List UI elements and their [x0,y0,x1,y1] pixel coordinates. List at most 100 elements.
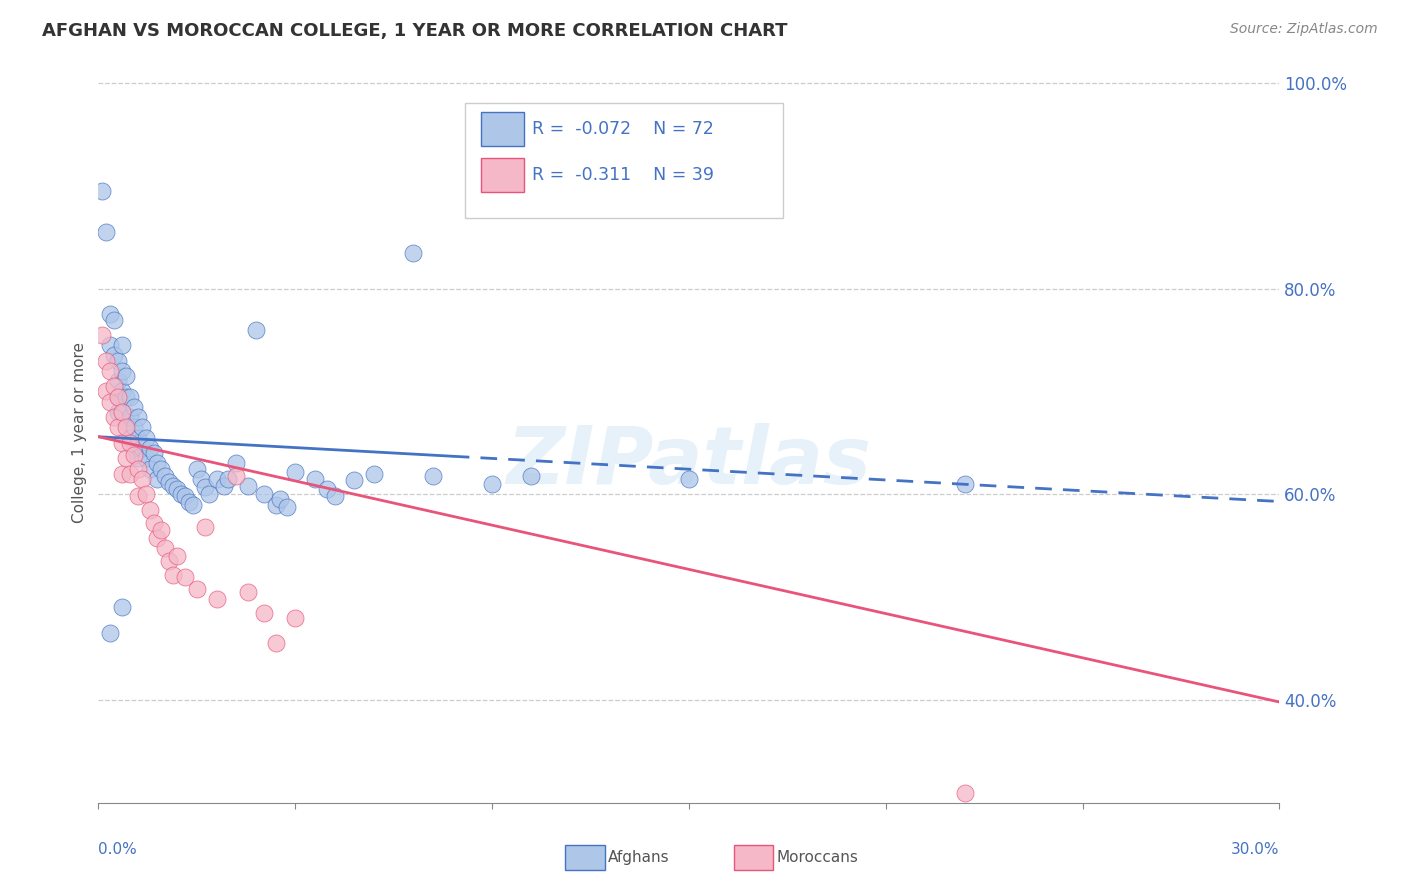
Point [170,487,193,501]
Point [422,468,444,483]
Point [166,482,188,496]
Point [150,524,173,538]
Point [146,457,169,471]
Point [122,400,145,414]
Point [98,364,121,378]
Point [520,468,543,483]
Point [122,441,145,455]
Point [118,436,141,450]
Text: R =  -0.311    N = 39: R = -0.311 N = 39 [531,166,714,184]
Point [111,364,134,378]
Point [107,420,129,434]
Point [146,472,169,486]
Text: AFGHAN VS MOROCCAN COLLEGE, 1 YEAR OR MORE CORRELATION CHART: AFGHAN VS MOROCCAN COLLEGE, 1 YEAR OR MO… [42,22,787,40]
Point [190,472,212,486]
Point [236,479,259,493]
Point [186,461,208,475]
Point [135,451,157,466]
Point [107,374,129,388]
Point [214,479,236,493]
Point [253,606,276,620]
Point [138,502,160,516]
Point [304,472,326,486]
Point [115,369,138,384]
Point [111,436,134,450]
Point [127,461,149,475]
Point [127,451,149,466]
Point [174,489,197,503]
Point [284,611,307,625]
Point [107,390,129,404]
Y-axis label: College, 1 year or more: College, 1 year or more [72,343,87,523]
Point [111,405,134,419]
Point [98,394,121,409]
Point [343,473,366,487]
Point [953,477,976,491]
Point [122,448,145,462]
Point [98,338,121,352]
Point [111,600,134,615]
Point [205,592,228,607]
Point [107,353,129,368]
Point [194,520,217,534]
Point [181,498,204,512]
Point [135,487,157,501]
Point [131,441,153,455]
Point [122,420,145,434]
Point [363,467,385,481]
Point [131,472,153,486]
Point [91,184,114,198]
Point [96,225,118,239]
Point [315,482,337,496]
Point [323,489,346,503]
Point [157,554,180,568]
Point [217,472,239,486]
Point [138,441,160,455]
Point [953,785,976,799]
Point [115,420,138,434]
Point [155,541,177,555]
Point [115,415,138,429]
Point [118,467,141,481]
Point [118,410,141,425]
Point [115,390,138,404]
Text: Afghans: Afghans [607,850,669,864]
Point [111,405,134,419]
Point [127,431,149,445]
Point [96,353,118,368]
Point [111,384,134,399]
Point [225,468,247,483]
FancyBboxPatch shape [464,103,783,218]
Point [91,327,114,342]
Point [135,431,157,445]
Point [264,498,287,512]
Point [162,479,184,493]
Point [150,461,173,475]
Point [96,384,118,399]
Point [146,531,169,545]
Point [115,451,138,466]
Point [174,569,197,583]
Point [103,379,125,393]
Text: 0.0%: 0.0% [98,842,138,856]
Point [194,480,217,494]
Point [402,245,425,260]
Point [98,626,121,640]
Text: R =  -0.072    N = 72: R = -0.072 N = 72 [531,120,714,138]
Point [205,472,228,486]
Point [155,468,177,483]
Point [245,323,267,337]
FancyBboxPatch shape [481,112,523,146]
Point [142,446,165,460]
Point [131,420,153,434]
Point [142,516,165,530]
Point [111,467,134,481]
Point [103,312,125,326]
Point [264,636,287,650]
Point [118,390,141,404]
Point [284,465,307,479]
Point [127,410,149,425]
Point [127,489,149,503]
Point [157,475,180,489]
Text: Moroccans: Moroccans [776,850,858,864]
